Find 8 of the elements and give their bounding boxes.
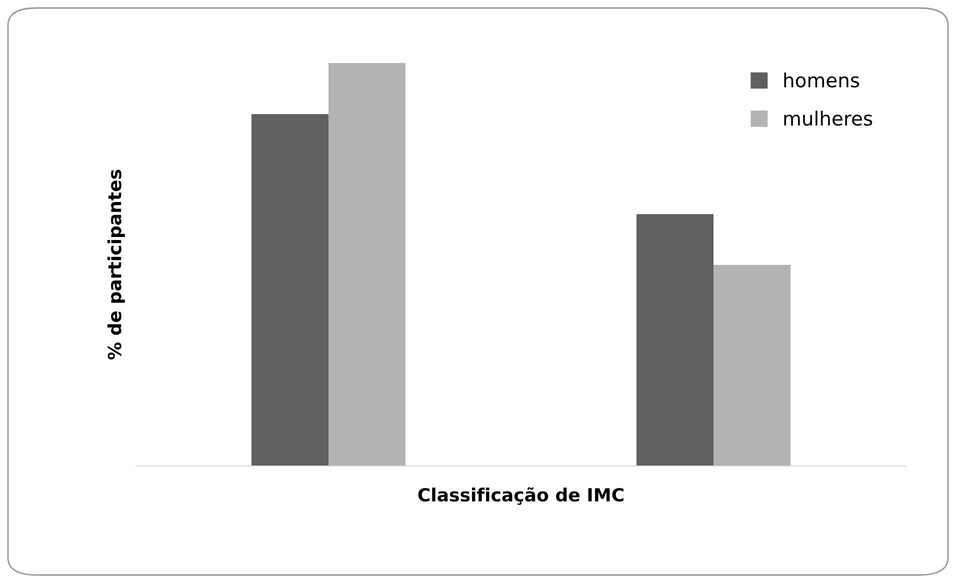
bar [636,214,714,466]
bar [714,264,790,466]
legend-label: homens [784,72,860,88]
bar [328,63,406,466]
bar [252,114,328,466]
legend-label: mulheres [784,110,872,126]
x-axis-title: Classificação de IMC [418,487,624,505]
y-axis-title: % de participantes [107,170,125,360]
